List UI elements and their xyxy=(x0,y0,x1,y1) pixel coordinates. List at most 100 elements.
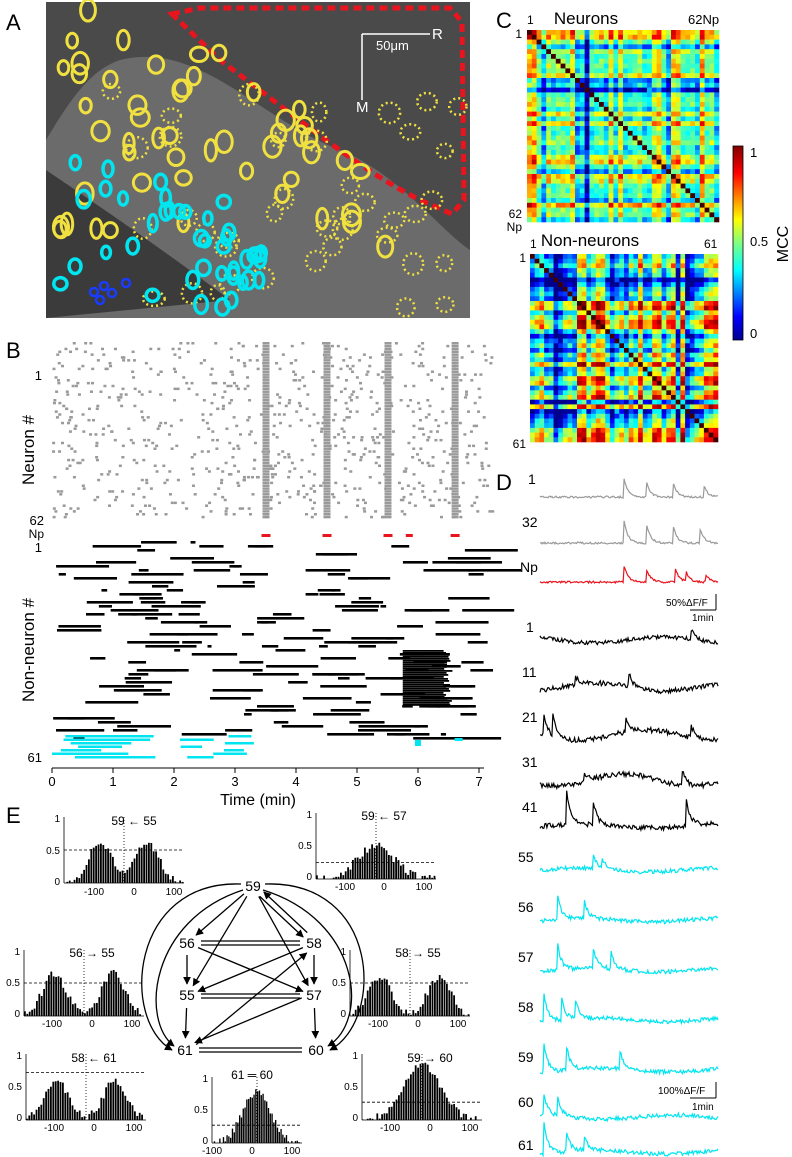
matrix-cell xyxy=(560,164,566,170)
matrix-cell xyxy=(656,305,662,311)
matrix-cell xyxy=(589,212,595,218)
matrix-cell xyxy=(614,329,620,335)
matrix-cell xyxy=(539,277,545,283)
matrix-cell xyxy=(680,380,686,386)
matrix-cell xyxy=(689,268,695,274)
matrix-cell xyxy=(562,390,568,396)
neuron-spike xyxy=(54,376,58,379)
matrix-cell xyxy=(689,376,695,382)
matrix-cell xyxy=(572,352,578,358)
burst-spike xyxy=(384,444,392,448)
nonneuron-event xyxy=(467,641,488,644)
hist-ytick: 0 xyxy=(14,1009,20,1020)
burst-spike xyxy=(262,359,270,362)
neuron-spike xyxy=(221,407,225,411)
matrix-cell xyxy=(572,319,578,325)
matrix-cell xyxy=(708,376,714,382)
matrix-cell xyxy=(689,315,695,321)
matrix-cell xyxy=(647,135,653,141)
matrix-cell xyxy=(541,63,547,69)
neuron-spike xyxy=(142,418,146,422)
neuron-spike xyxy=(132,376,136,379)
nonneuron-event xyxy=(136,669,177,672)
matrix-cell xyxy=(599,44,605,50)
matrix-cell xyxy=(714,106,720,112)
matrix-cell xyxy=(591,399,597,405)
matrix-cell xyxy=(652,254,658,259)
burst-spike xyxy=(451,379,459,382)
hist-bar xyxy=(392,862,395,879)
hist-bars xyxy=(23,950,144,1017)
matrix-cell xyxy=(704,140,710,146)
neuron-spike xyxy=(70,410,74,413)
matrix-cell xyxy=(579,49,585,55)
neuron-spike xyxy=(216,407,220,411)
matrix-cell xyxy=(530,418,535,424)
matrix-cell xyxy=(633,418,639,424)
matrix-cell xyxy=(558,437,564,443)
matrix-cell xyxy=(560,140,566,146)
burst-spike xyxy=(451,493,459,496)
matrix-cell xyxy=(608,174,614,180)
matrix-cell xyxy=(651,44,657,50)
hist-bar xyxy=(414,872,417,879)
matrix-cell xyxy=(548,371,554,377)
neuron-spike xyxy=(287,456,291,459)
matrix-cell xyxy=(591,437,597,443)
matrix-cell xyxy=(541,188,547,194)
matrix-cell xyxy=(638,427,644,433)
matrix-cell xyxy=(591,409,597,415)
matrix-cell xyxy=(555,188,561,194)
matrix-cell xyxy=(608,150,614,156)
matrix-cell xyxy=(581,380,587,386)
hist-bar xyxy=(446,984,448,1016)
matrix-cell xyxy=(536,39,542,45)
matrix-cell xyxy=(656,286,662,292)
matrix-cell xyxy=(642,140,648,146)
neuron-spike xyxy=(255,359,259,362)
hist-bars xyxy=(25,1054,146,1121)
burst-spike xyxy=(384,393,392,396)
neuron-spike xyxy=(368,450,372,453)
matrix-cell xyxy=(704,68,710,74)
matrix-cell xyxy=(695,116,701,122)
matrix-cell xyxy=(623,111,629,117)
matrix-cell xyxy=(647,324,653,330)
matrix-cell xyxy=(708,329,714,335)
neuron-spike xyxy=(391,430,395,433)
matrix-cell xyxy=(666,183,672,189)
neuron-spike xyxy=(339,390,343,393)
matrix-cell xyxy=(642,333,648,339)
hist-bar xyxy=(54,1081,57,1120)
neuron-spike xyxy=(378,464,382,468)
matrix-cell xyxy=(603,140,609,146)
matrix-cell xyxy=(671,135,677,141)
matrix-cell xyxy=(614,380,620,386)
matrix-cell xyxy=(534,418,540,424)
matrix-cell xyxy=(531,54,537,60)
dotted-neuron-roi xyxy=(101,82,122,100)
matrix-cell xyxy=(652,380,658,386)
matrix-cell xyxy=(614,423,620,429)
matrix-cell xyxy=(671,183,677,189)
neuron-spike xyxy=(346,441,350,445)
matrix-cell xyxy=(599,102,605,108)
matrix-cell xyxy=(599,174,605,180)
neuron-spike xyxy=(108,490,112,493)
matrix-cell xyxy=(642,102,648,108)
trace-label-black-21: 21 xyxy=(522,709,538,725)
matrix-cell xyxy=(704,97,710,103)
matrix-cell xyxy=(623,150,629,156)
nonneurons-col-right: 61 xyxy=(704,237,718,251)
matrix-cell xyxy=(699,418,705,424)
matrix-cell xyxy=(642,164,648,170)
matrix-cell xyxy=(633,254,639,259)
nonneuron-event xyxy=(281,725,324,728)
matrix-cell xyxy=(541,49,547,55)
matrix-cell xyxy=(591,427,597,433)
matrix-cell xyxy=(584,202,590,208)
matrix-cell xyxy=(713,366,719,372)
matrix-cell xyxy=(632,63,638,69)
matrix-cell xyxy=(656,357,662,363)
matrix-cell xyxy=(534,348,540,353)
